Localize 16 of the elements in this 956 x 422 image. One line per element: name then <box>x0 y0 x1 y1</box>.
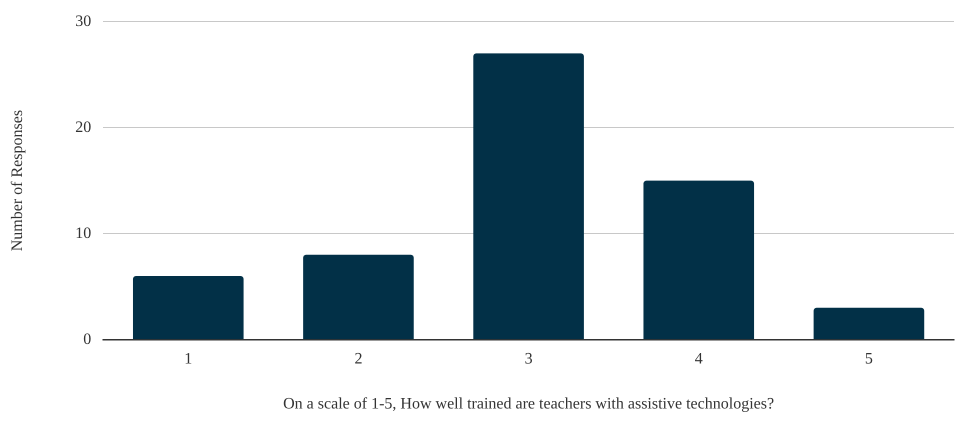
y-tick-label: 30 <box>75 12 92 30</box>
y-tick-label: 0 <box>83 330 92 348</box>
x-axis-title: On a scale of 1-5, How well trained are teachers with assistive technologies? <box>283 396 774 413</box>
x-tick-label: 4 <box>694 350 703 368</box>
bar <box>132 276 244 340</box>
x-tick-label: 1 <box>184 350 192 368</box>
y-tick-label: 20 <box>75 118 92 136</box>
y-axis-title: Number of Responses <box>8 110 26 252</box>
x-tick-label: 2 <box>354 350 362 368</box>
x-tick-label: 3 <box>524 350 533 368</box>
bar <box>303 254 414 340</box>
y-tick-label: 10 <box>75 224 92 242</box>
bar <box>473 53 584 340</box>
x-tick-label: 5 <box>864 350 873 368</box>
bar <box>643 180 754 340</box>
bar <box>814 308 924 340</box>
